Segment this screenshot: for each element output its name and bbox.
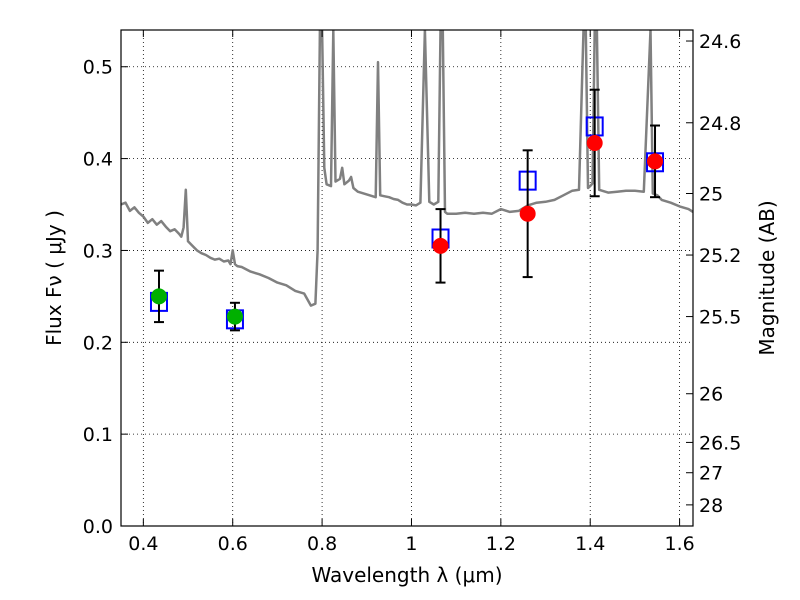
grid-lines <box>121 30 693 527</box>
right-tick-label: 25 <box>699 183 723 205</box>
right-tick-label: 25.5 <box>699 307 741 329</box>
x-tick-label: 1.6 <box>664 533 694 555</box>
observed-point-red <box>432 237 449 254</box>
observed-point-red <box>647 153 664 170</box>
model-spectrum-line <box>121 30 693 307</box>
x-tick-label: 0.4 <box>128 533 158 555</box>
y-tick-label: 0.2 <box>83 332 113 354</box>
x-axis-label: Wavelength λ (μm) <box>311 563 502 587</box>
x-tick-label: 0.6 <box>218 533 248 555</box>
x-tick-label: 0.8 <box>307 533 337 555</box>
right-tick-label: 24.6 <box>699 31 741 53</box>
right-tick-label: 24.8 <box>699 113 741 135</box>
right-tick-label: 25.2 <box>699 245 741 267</box>
right-tick-label: 26.5 <box>699 432 741 454</box>
right-tick-label: 26 <box>699 384 723 406</box>
y-tick-label: 0.3 <box>83 240 113 262</box>
y-axis-right-label: Magnitude (AB) <box>755 200 779 355</box>
observed-point-red <box>519 205 536 222</box>
y-axis-label: Flux Fν ( μJy ) <box>42 210 66 346</box>
y-tick-label: 0.0 <box>83 516 113 538</box>
y-tick-label: 0.4 <box>83 149 113 171</box>
x-tick-label: 1.4 <box>575 533 605 555</box>
x-tick-label: 1.2 <box>486 533 516 555</box>
data-series <box>121 30 693 307</box>
y-tick-label: 0.5 <box>83 57 113 79</box>
right-tick-label: 28 <box>699 495 723 517</box>
observed-point-red <box>586 134 603 151</box>
axis-ticks: 0.4 0.6 0.8 1 1.2 1.4 1.6 0.0 0.1 0.2 0.3 0.4 0.5 24.… <box>83 30 741 555</box>
y-tick-label: 0.1 <box>83 424 113 446</box>
plot-frame <box>120 29 694 527</box>
observed-point-green <box>226 308 243 325</box>
x-tick-label: 1 <box>405 533 417 555</box>
right-tick-label: 27 <box>699 463 723 485</box>
data-markers <box>149 88 665 332</box>
observed-point-green <box>150 288 167 305</box>
